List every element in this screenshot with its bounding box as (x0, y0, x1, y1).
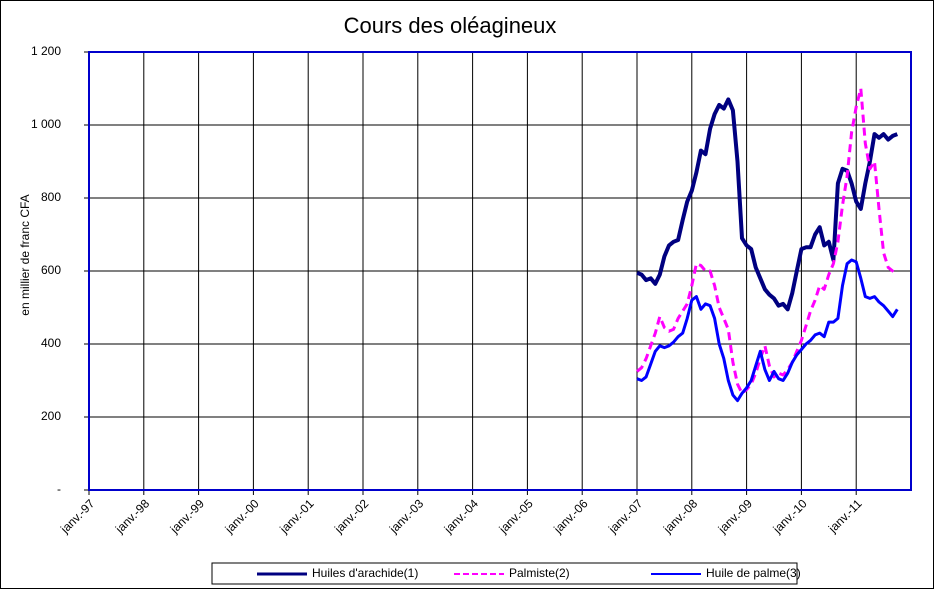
series-line (636, 87, 899, 395)
chart-title: Cours des oléagineux (344, 13, 557, 38)
series-line (636, 97, 899, 312)
y-tick-label: 200 (41, 409, 61, 423)
y-tick-label: 600 (41, 263, 61, 277)
y-tick-label: 400 (41, 336, 61, 350)
legend-label: Huiles d'arachide(1) (312, 566, 418, 580)
y-tick-label: - (57, 482, 61, 496)
legend (211, 562, 798, 585)
y-tick-label: 1 200 (31, 44, 61, 58)
plot-frame (88, 51, 912, 491)
y-tick-label: 1 000 (31, 117, 61, 131)
series-line (636, 258, 899, 403)
legend-label: Palmiste(2) (509, 566, 570, 580)
legend-label: Huile de palme(3) (706, 566, 801, 580)
y-axis-label: en millier de franc CFA (18, 194, 32, 315)
y-tick-label: 800 (41, 190, 61, 204)
